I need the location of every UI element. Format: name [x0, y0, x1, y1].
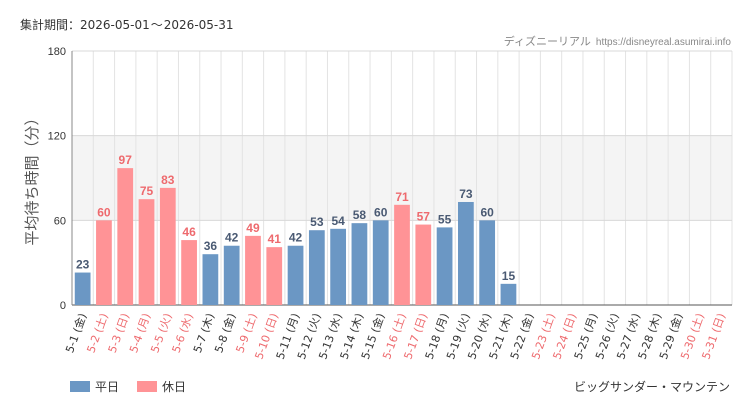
- site-name: ディズニーリアル: [503, 36, 591, 48]
- aggregation-period: 集計期間：2026-05-01〜2026-05-31: [20, 16, 234, 33]
- legend-swatch-weekday: [70, 381, 90, 392]
- data-label: 36: [204, 239, 218, 253]
- period-end: 2026-05-31: [163, 18, 234, 32]
- y-tick-label: 120: [48, 131, 66, 143]
- period-start: 2026-05-01: [80, 18, 150, 32]
- bar: [500, 283, 517, 305]
- data-label: 83: [161, 173, 175, 187]
- legend: 平日 休日: [70, 378, 186, 395]
- bar: [117, 168, 134, 305]
- bar: [202, 254, 219, 305]
- y-tick-label: 60: [54, 215, 66, 227]
- data-label: 58: [353, 208, 367, 222]
- data-label: 60: [97, 205, 111, 219]
- data-label: 60: [374, 205, 388, 219]
- bar: [330, 228, 347, 305]
- data-label: 97: [119, 153, 133, 167]
- bar: [436, 227, 453, 305]
- bar: [394, 204, 410, 305]
- data-label: 49: [246, 221, 260, 235]
- bar: [287, 245, 304, 305]
- period-separator: 〜: [150, 18, 163, 32]
- bar: [159, 187, 176, 305]
- bar: [479, 220, 496, 305]
- data-label: 57: [417, 210, 431, 224]
- data-label: 23: [76, 258, 90, 272]
- bar: [351, 223, 368, 305]
- legend-swatch-holiday: [137, 381, 158, 392]
- data-label: 54: [331, 214, 345, 228]
- site-credit: ディズニーリアル https://disneyreal.asumirai.info: [504, 33, 731, 49]
- bar: [457, 201, 474, 305]
- bar: [223, 245, 240, 305]
- data-label: 53: [310, 215, 324, 229]
- bar: [266, 247, 283, 305]
- data-label: 41: [268, 232, 282, 246]
- bar: [415, 224, 432, 305]
- data-label: 73: [459, 187, 473, 201]
- legend-item-holiday: 休日: [137, 378, 186, 395]
- data-label: 46: [182, 225, 196, 239]
- bar: [245, 235, 261, 305]
- legend-label-weekday: 平日: [95, 380, 120, 394]
- y-tick-label: 180: [48, 46, 66, 58]
- legend-item-weekday: 平日: [70, 378, 119, 395]
- data-label: 60: [480, 205, 494, 219]
- site-url[interactable]: https://disneyreal.asumirai.info: [595, 37, 731, 48]
- data-label: 15: [502, 269, 516, 283]
- bar: [372, 220, 389, 305]
- y-tick-label: 0: [60, 300, 66, 312]
- y-axis-title: 平均待ち時間（分）: [23, 110, 41, 245]
- attraction-name: ビッグサンダー・マウンテン: [573, 380, 730, 394]
- data-label: 42: [225, 231, 239, 245]
- data-label: 71: [395, 190, 409, 204]
- bar: [138, 199, 155, 305]
- bar: [74, 272, 91, 305]
- period-label: 集計期間：: [20, 18, 81, 32]
- data-label: 75: [140, 184, 154, 198]
- data-label: 55: [438, 212, 452, 226]
- bar: [308, 230, 325, 305]
- data-label: 42: [289, 231, 303, 245]
- bar: [96, 220, 112, 305]
- legend-label-holiday: 休日: [162, 380, 187, 394]
- bar: [181, 240, 197, 305]
